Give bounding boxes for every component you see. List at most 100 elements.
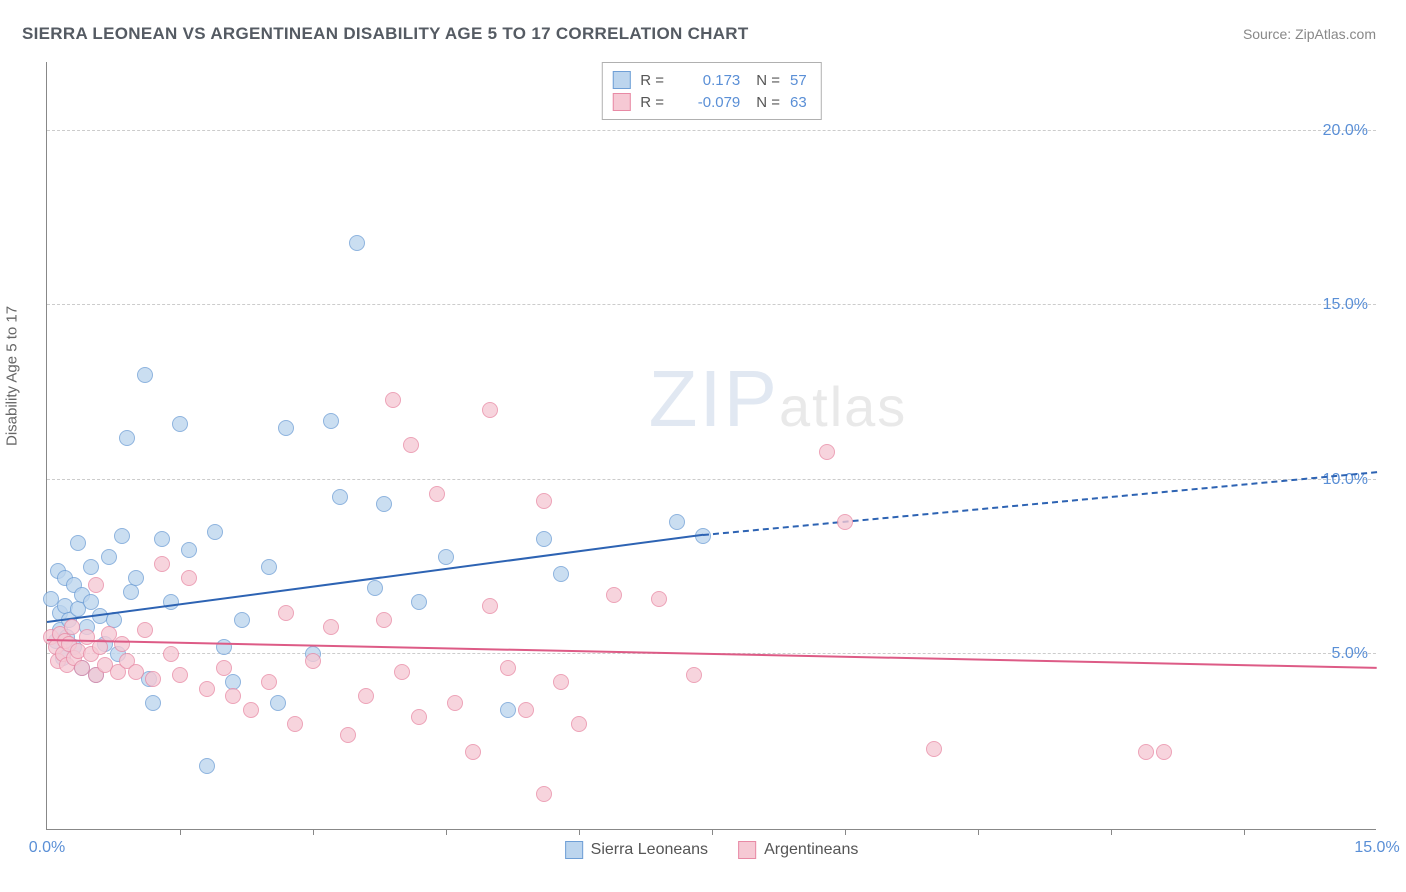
data-point [64, 619, 80, 635]
r-label: R = [640, 94, 670, 111]
data-point [500, 660, 516, 676]
legend-item: Argentineans [738, 841, 858, 859]
data-point [172, 416, 188, 432]
x-tick [579, 829, 580, 835]
data-point [340, 727, 356, 743]
correlation-legend-row: R = 0.173 N = 57 [612, 69, 806, 91]
data-point [606, 587, 622, 603]
data-point [128, 664, 144, 680]
data-point [181, 570, 197, 586]
data-point [500, 702, 516, 718]
x-tick [1111, 829, 1112, 835]
data-point [651, 591, 667, 607]
data-point [332, 489, 348, 505]
r-value: -0.079 [680, 94, 740, 111]
data-point [70, 535, 86, 551]
data-point [278, 420, 294, 436]
data-point [376, 496, 392, 512]
data-point [447, 695, 463, 711]
data-point [261, 559, 277, 575]
n-label: N = [756, 72, 780, 89]
legend-label: Argentineans [764, 841, 858, 859]
legend-label: Sierra Leoneans [591, 841, 708, 859]
data-point [243, 702, 259, 718]
data-point [123, 584, 139, 600]
x-tick-label: 0.0% [29, 839, 65, 857]
data-point [154, 556, 170, 572]
source-attribution: Source: ZipAtlas.com [1243, 26, 1376, 42]
data-point [465, 744, 481, 760]
data-point [358, 688, 374, 704]
data-point [216, 660, 232, 676]
data-point [128, 570, 144, 586]
n-value: 57 [790, 72, 807, 89]
legend-swatch [612, 93, 630, 111]
legend-swatch [565, 841, 583, 859]
x-tick [180, 829, 181, 835]
data-point [270, 695, 286, 711]
data-point [403, 437, 419, 453]
data-point [114, 636, 130, 652]
trend-line [47, 534, 703, 623]
data-point [199, 758, 215, 774]
data-point [145, 671, 161, 687]
data-point [536, 786, 552, 802]
data-point [163, 594, 179, 610]
data-point [323, 619, 339, 635]
data-point [137, 622, 153, 638]
x-tick [313, 829, 314, 835]
data-point [137, 367, 153, 383]
data-point [571, 716, 587, 732]
data-point [287, 716, 303, 732]
data-point [536, 531, 552, 547]
y-tick-label: 20.0% [1323, 122, 1368, 140]
data-point [101, 549, 117, 565]
y-axis-label: Disability Age 5 to 17 [4, 306, 21, 446]
data-point [163, 646, 179, 662]
data-point [669, 514, 685, 530]
data-point [199, 681, 215, 697]
data-point [482, 598, 498, 614]
y-tick-label: 5.0% [1332, 645, 1368, 663]
data-point [88, 577, 104, 593]
data-point [837, 514, 853, 530]
data-point [234, 612, 250, 628]
x-tick [446, 829, 447, 835]
gridline [47, 479, 1376, 480]
data-point [819, 444, 835, 460]
data-point [536, 493, 552, 509]
data-point [1138, 744, 1154, 760]
x-tick-label: 15.0% [1354, 839, 1399, 857]
data-point [518, 702, 534, 718]
data-point [394, 664, 410, 680]
x-tick [978, 829, 979, 835]
data-point [305, 653, 321, 669]
data-point [261, 674, 277, 690]
data-point [411, 594, 427, 610]
source-prefix: Source: [1243, 26, 1295, 42]
correlation-legend-row: R =-0.079N = 63 [612, 91, 806, 113]
data-point [438, 549, 454, 565]
x-tick [712, 829, 713, 835]
data-point [323, 413, 339, 429]
chart-title: SIERRA LEONEAN VS ARGENTINEAN DISABILITY… [22, 24, 749, 44]
data-point [926, 741, 942, 757]
r-label: R = [640, 72, 670, 89]
data-point [376, 612, 392, 628]
x-tick [1244, 829, 1245, 835]
source-link[interactable]: ZipAtlas.com [1295, 26, 1376, 42]
data-point [114, 528, 130, 544]
data-point [349, 235, 365, 251]
data-point [553, 674, 569, 690]
trend-line [703, 471, 1377, 536]
scatter-plot-area: ZIPatlas R =0.173N = 57R =-0.079N = 63 S… [46, 62, 1376, 830]
x-tick [845, 829, 846, 835]
n-label: N = [756, 94, 780, 111]
data-point [411, 709, 427, 725]
data-point [1156, 744, 1172, 760]
correlation-legend: R =0.173N = 57R =-0.079N = 63 [601, 62, 821, 120]
data-point [145, 695, 161, 711]
r-value: 0.173 [680, 72, 740, 89]
series-legend: Sierra Leoneans Argentineans [565, 841, 859, 859]
legend-swatch [612, 71, 630, 89]
